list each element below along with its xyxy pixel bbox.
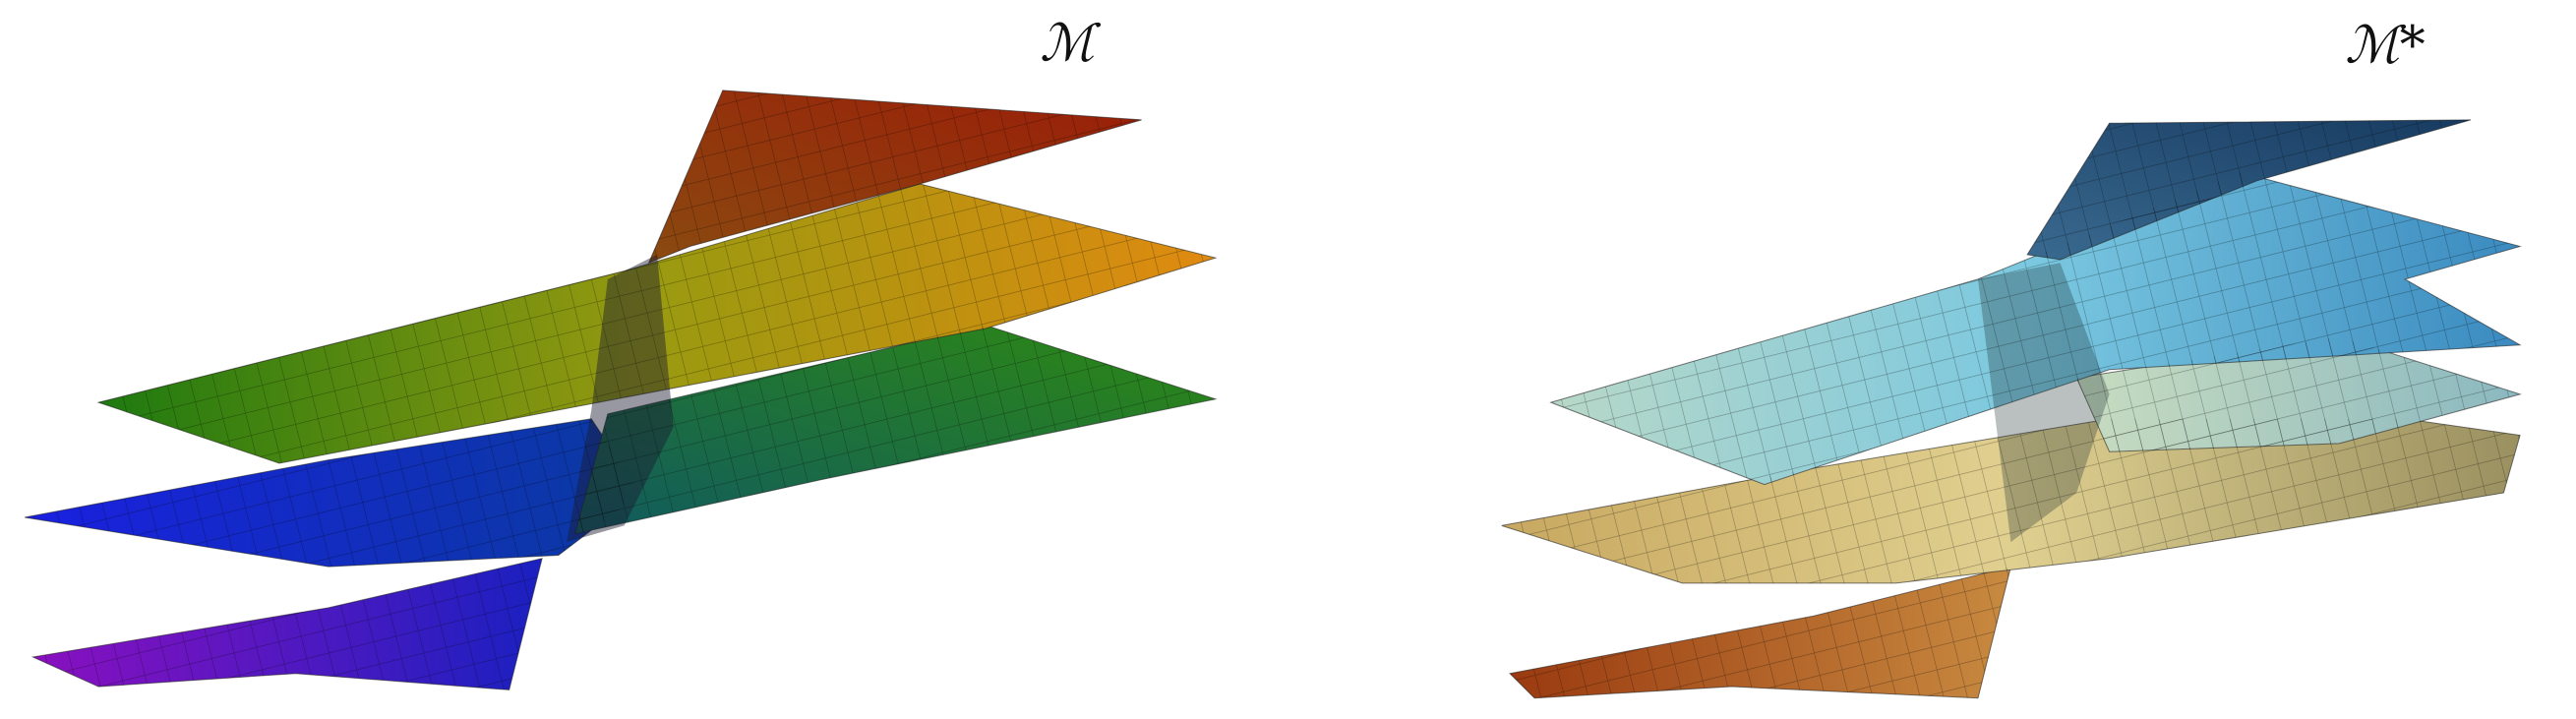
mesh <box>1501 119 2521 698</box>
mesh <box>25 90 1216 690</box>
panel-label: ℳ* <box>2345 17 2426 76</box>
right-surface <box>1501 119 2522 699</box>
panel-label: ℳ <box>1040 15 1101 74</box>
left-surface <box>24 90 1218 690</box>
